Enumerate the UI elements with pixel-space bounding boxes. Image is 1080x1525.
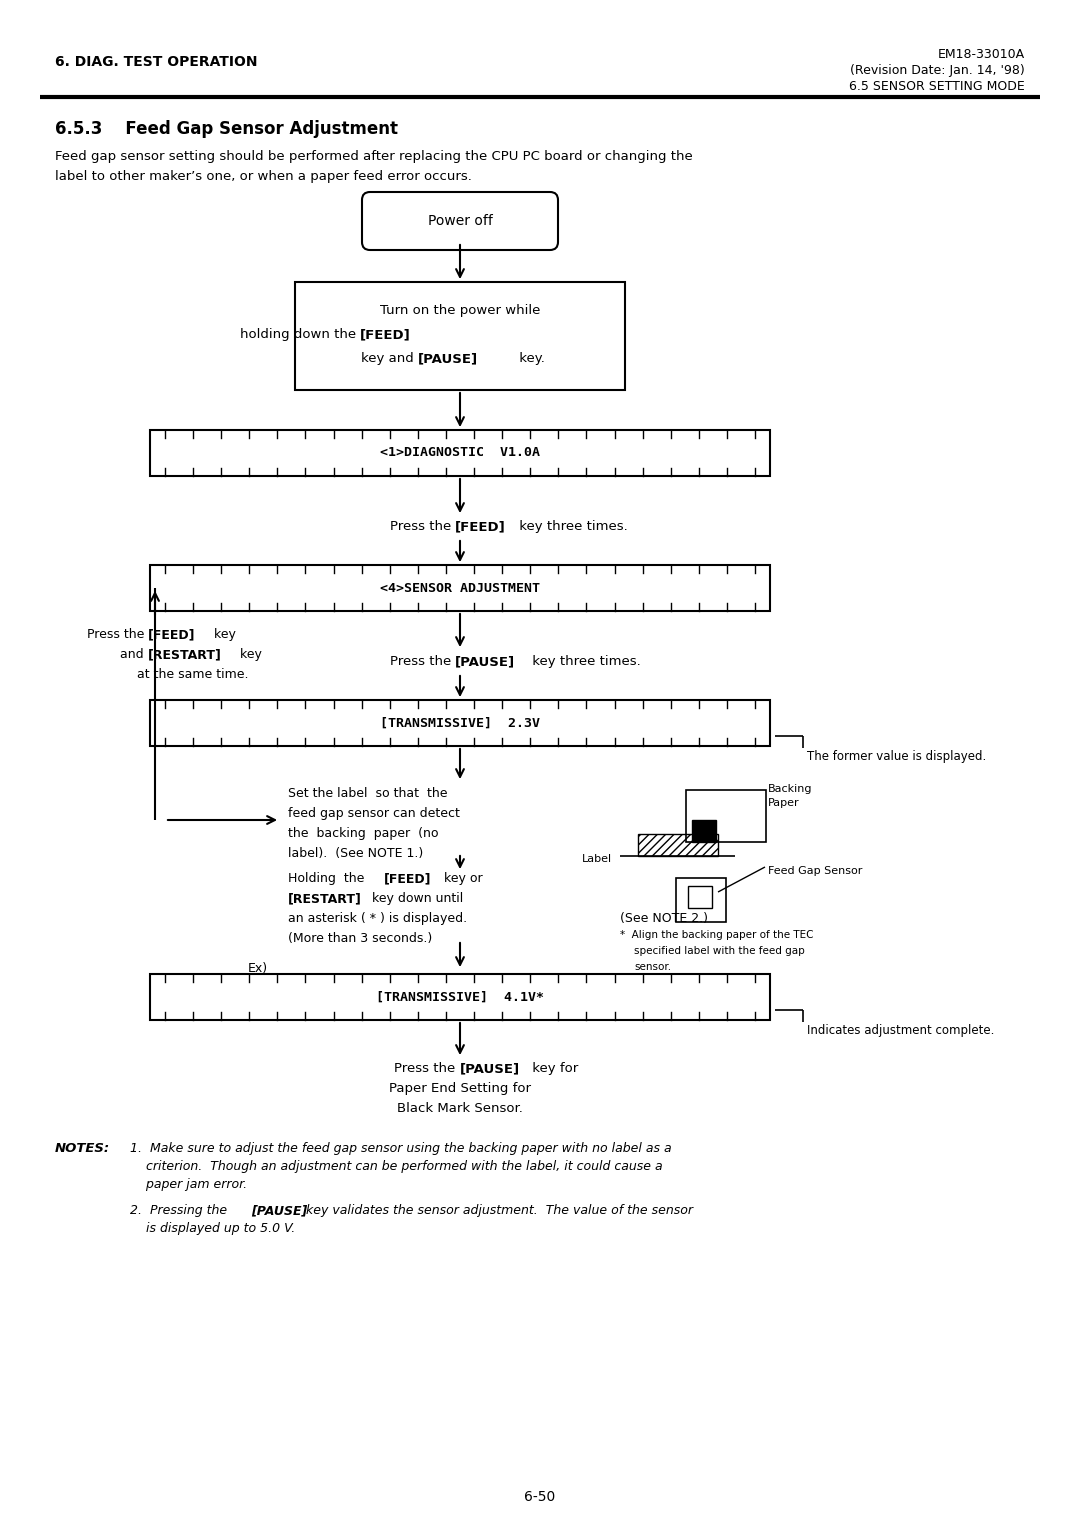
Text: key three times.: key three times. — [528, 656, 640, 668]
Text: <1>DIAGNOSTIC  V1.0A: <1>DIAGNOSTIC V1.0A — [380, 447, 540, 459]
Text: [PAUSE]: [PAUSE] — [460, 1061, 521, 1075]
Text: [PAUSE]: [PAUSE] — [251, 1205, 307, 1217]
Text: 6.5 SENSOR SETTING MODE: 6.5 SENSOR SETTING MODE — [849, 79, 1025, 93]
Text: [PAUSE]: [PAUSE] — [455, 656, 515, 668]
Bar — [692, 820, 716, 842]
Text: 6-50: 6-50 — [525, 1490, 555, 1504]
Text: and: and — [120, 648, 148, 660]
Text: [TRANSMISSIVE]  2.3V: [TRANSMISSIVE] 2.3V — [380, 717, 540, 729]
Text: Label: Label — [582, 854, 612, 865]
Text: is displayed up to 5.0 V.: is displayed up to 5.0 V. — [130, 1222, 295, 1235]
Text: Feed gap sensor setting should be performed after replacing the CPU PC board or : Feed gap sensor setting should be perfor… — [55, 149, 692, 163]
Text: Set the label  so that  the: Set the label so that the — [288, 787, 447, 801]
Text: Power off: Power off — [428, 214, 492, 229]
Text: criterion.  Though an adjustment can be performed with the label, it could cause: criterion. Though an adjustment can be p… — [130, 1161, 663, 1173]
Text: Holding  the: Holding the — [288, 872, 368, 884]
Bar — [150, 564, 770, 612]
Text: paper jam error.: paper jam error. — [130, 1177, 247, 1191]
Text: feed gap sensor can detect: feed gap sensor can detect — [288, 807, 460, 820]
Text: label).  (See NOTE 1.): label). (See NOTE 1.) — [288, 846, 423, 860]
Text: specified label with the feed gap: specified label with the feed gap — [634, 946, 805, 956]
Bar — [688, 886, 712, 907]
Text: key validates the sensor adjustment.  The value of the sensor: key validates the sensor adjustment. The… — [302, 1205, 693, 1217]
Text: Ex): Ex) — [248, 962, 268, 974]
Text: at the same time.: at the same time. — [137, 668, 248, 682]
Bar — [150, 700, 770, 746]
Text: 6.5.3    Feed Gap Sensor Adjustment: 6.5.3 Feed Gap Sensor Adjustment — [55, 120, 399, 137]
Bar — [676, 878, 726, 923]
Text: [TRANSMISSIVE]  4.1V*: [TRANSMISSIVE] 4.1V* — [376, 991, 544, 1003]
Text: key down until: key down until — [368, 892, 463, 904]
Text: key and: key and — [361, 352, 418, 364]
Text: Paper: Paper — [768, 798, 799, 808]
Text: 1.  Make sure to adjust the feed gap sensor using the backing paper with no labe: 1. Make sure to adjust the feed gap sens… — [130, 1142, 672, 1154]
Text: Paper End Setting for: Paper End Setting for — [389, 1083, 531, 1095]
Text: holding down the: holding down the — [240, 328, 360, 342]
Text: EM18-33010A: EM18-33010A — [937, 47, 1025, 61]
Bar — [295, 282, 625, 390]
Text: Press the: Press the — [390, 656, 455, 668]
Text: Turn on the power while: Turn on the power while — [380, 303, 540, 317]
Text: an asterisk ( * ) is displayed.: an asterisk ( * ) is displayed. — [288, 912, 468, 926]
Text: Black Mark Sensor.: Black Mark Sensor. — [397, 1103, 523, 1115]
Bar — [150, 430, 770, 476]
Text: [FEED]: [FEED] — [384, 872, 432, 884]
FancyBboxPatch shape — [362, 192, 558, 250]
Text: *  Align the backing paper of the TEC: * Align the backing paper of the TEC — [620, 930, 813, 939]
Text: [FEED]: [FEED] — [455, 520, 505, 534]
Text: [FEED]: [FEED] — [148, 628, 195, 640]
Text: [FEED]: [FEED] — [360, 328, 410, 342]
Text: NOTES:: NOTES: — [55, 1142, 110, 1154]
Text: Press the: Press the — [394, 1061, 460, 1075]
Text: key: key — [237, 648, 261, 660]
Text: key.: key. — [515, 352, 545, 364]
Text: key or: key or — [436, 872, 483, 884]
Text: key three times.: key three times. — [515, 520, 627, 534]
Text: the  backing  paper  (no: the backing paper (no — [288, 827, 438, 840]
Text: sensor.: sensor. — [634, 962, 671, 971]
Text: 6. DIAG. TEST OPERATION: 6. DIAG. TEST OPERATION — [55, 55, 257, 69]
Text: label to other maker’s one, or when a paper feed error occurs.: label to other maker’s one, or when a pa… — [55, 169, 472, 183]
Text: [RESTART]: [RESTART] — [148, 648, 221, 660]
Text: [RESTART]: [RESTART] — [288, 892, 362, 904]
Text: (More than 3 seconds.): (More than 3 seconds.) — [288, 932, 432, 946]
Text: Press the: Press the — [86, 628, 148, 640]
Bar — [686, 790, 766, 842]
Text: [PAUSE]: [PAUSE] — [418, 352, 478, 364]
Text: Backing: Backing — [768, 784, 812, 795]
Text: key: key — [210, 628, 235, 640]
Text: (See NOTE 2.): (See NOTE 2.) — [620, 912, 708, 926]
Text: <4>SENSOR ADJUSTMENT: <4>SENSOR ADJUSTMENT — [380, 581, 540, 595]
Text: 2.  Pressing the: 2. Pressing the — [130, 1205, 231, 1217]
Bar — [150, 974, 770, 1020]
Text: (Revision Date: Jan. 14, '98): (Revision Date: Jan. 14, '98) — [850, 64, 1025, 76]
Text: Press the: Press the — [390, 520, 455, 534]
Bar — [638, 834, 718, 856]
Text: The former value is displayed.: The former value is displayed. — [807, 750, 986, 762]
Text: Feed Gap Sensor: Feed Gap Sensor — [768, 866, 862, 875]
Text: Indicates adjustment complete.: Indicates adjustment complete. — [807, 1023, 995, 1037]
Text: key for: key for — [528, 1061, 578, 1075]
